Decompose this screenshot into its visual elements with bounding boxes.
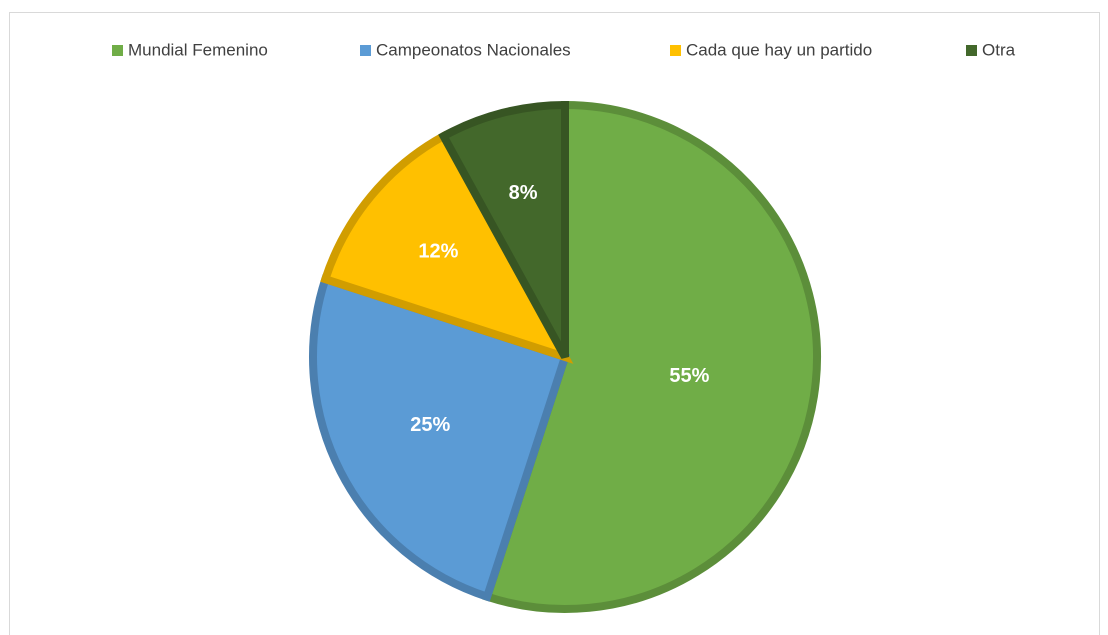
legend-swatch [112,45,123,56]
legend-label: Otra [982,40,1016,59]
pie-slice [309,274,571,602]
legend-label: Cada que hay un partido [686,40,872,59]
pie-slice [482,100,821,613]
legend-swatch [670,45,681,56]
legend-swatch [360,45,371,56]
legend-label: Mundial Femenino [128,40,268,59]
data-label: 25% [410,414,450,436]
legend-label: Campeonatos Nacionales [376,40,571,59]
pie-slice [438,100,569,359]
data-label: 8% [509,182,538,204]
pie-slice [320,130,574,364]
legend-swatch [966,45,977,56]
data-label: 55% [669,365,709,387]
data-label: 12% [418,241,458,263]
